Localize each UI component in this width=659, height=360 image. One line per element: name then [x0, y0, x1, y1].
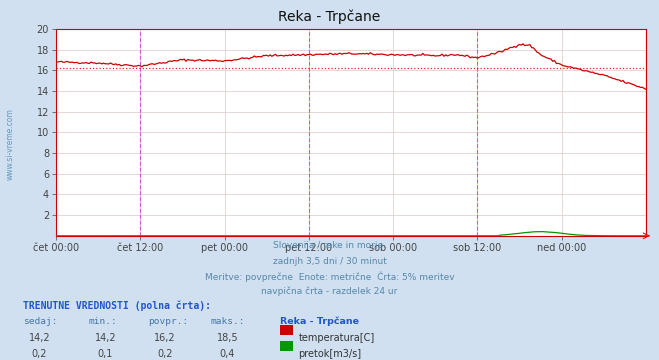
Text: Meritve: povprečne  Enote: metrične  Črta: 5% meritev: Meritve: povprečne Enote: metrične Črta:…	[205, 272, 454, 282]
Text: maks.:: maks.:	[211, 317, 245, 326]
Text: pretok[m3/s]: pretok[m3/s]	[299, 349, 362, 359]
Text: min.:: min.:	[89, 317, 118, 326]
Text: zadnjh 3,5 dni / 30 minut: zadnjh 3,5 dni / 30 minut	[273, 257, 386, 266]
Text: sedaj:: sedaj:	[23, 317, 57, 326]
Text: 14,2: 14,2	[95, 333, 116, 343]
Text: www.si-vreme.com: www.si-vreme.com	[5, 108, 14, 180]
Text: 16,2: 16,2	[154, 333, 175, 343]
Text: Reka - Trpčane: Reka - Trpčane	[278, 9, 381, 23]
Text: Reka - Trpčane: Reka - Trpčane	[280, 317, 359, 326]
Text: 0,1: 0,1	[98, 349, 113, 359]
Text: 18,5: 18,5	[217, 333, 238, 343]
Text: temperatura[C]: temperatura[C]	[299, 333, 375, 343]
Text: 0,2: 0,2	[32, 349, 47, 359]
Text: Slovenija / reke in morje.: Slovenija / reke in morje.	[273, 241, 386, 250]
Text: TRENUTNE VREDNOSTI (polna črta):: TRENUTNE VREDNOSTI (polna črta):	[23, 301, 211, 311]
Text: navpična črta - razdelek 24 ur: navpična črta - razdelek 24 ur	[262, 286, 397, 296]
Text: 0,4: 0,4	[219, 349, 235, 359]
Text: povpr.:: povpr.:	[148, 317, 188, 326]
Text: 14,2: 14,2	[29, 333, 50, 343]
Text: 0,2: 0,2	[157, 349, 173, 359]
